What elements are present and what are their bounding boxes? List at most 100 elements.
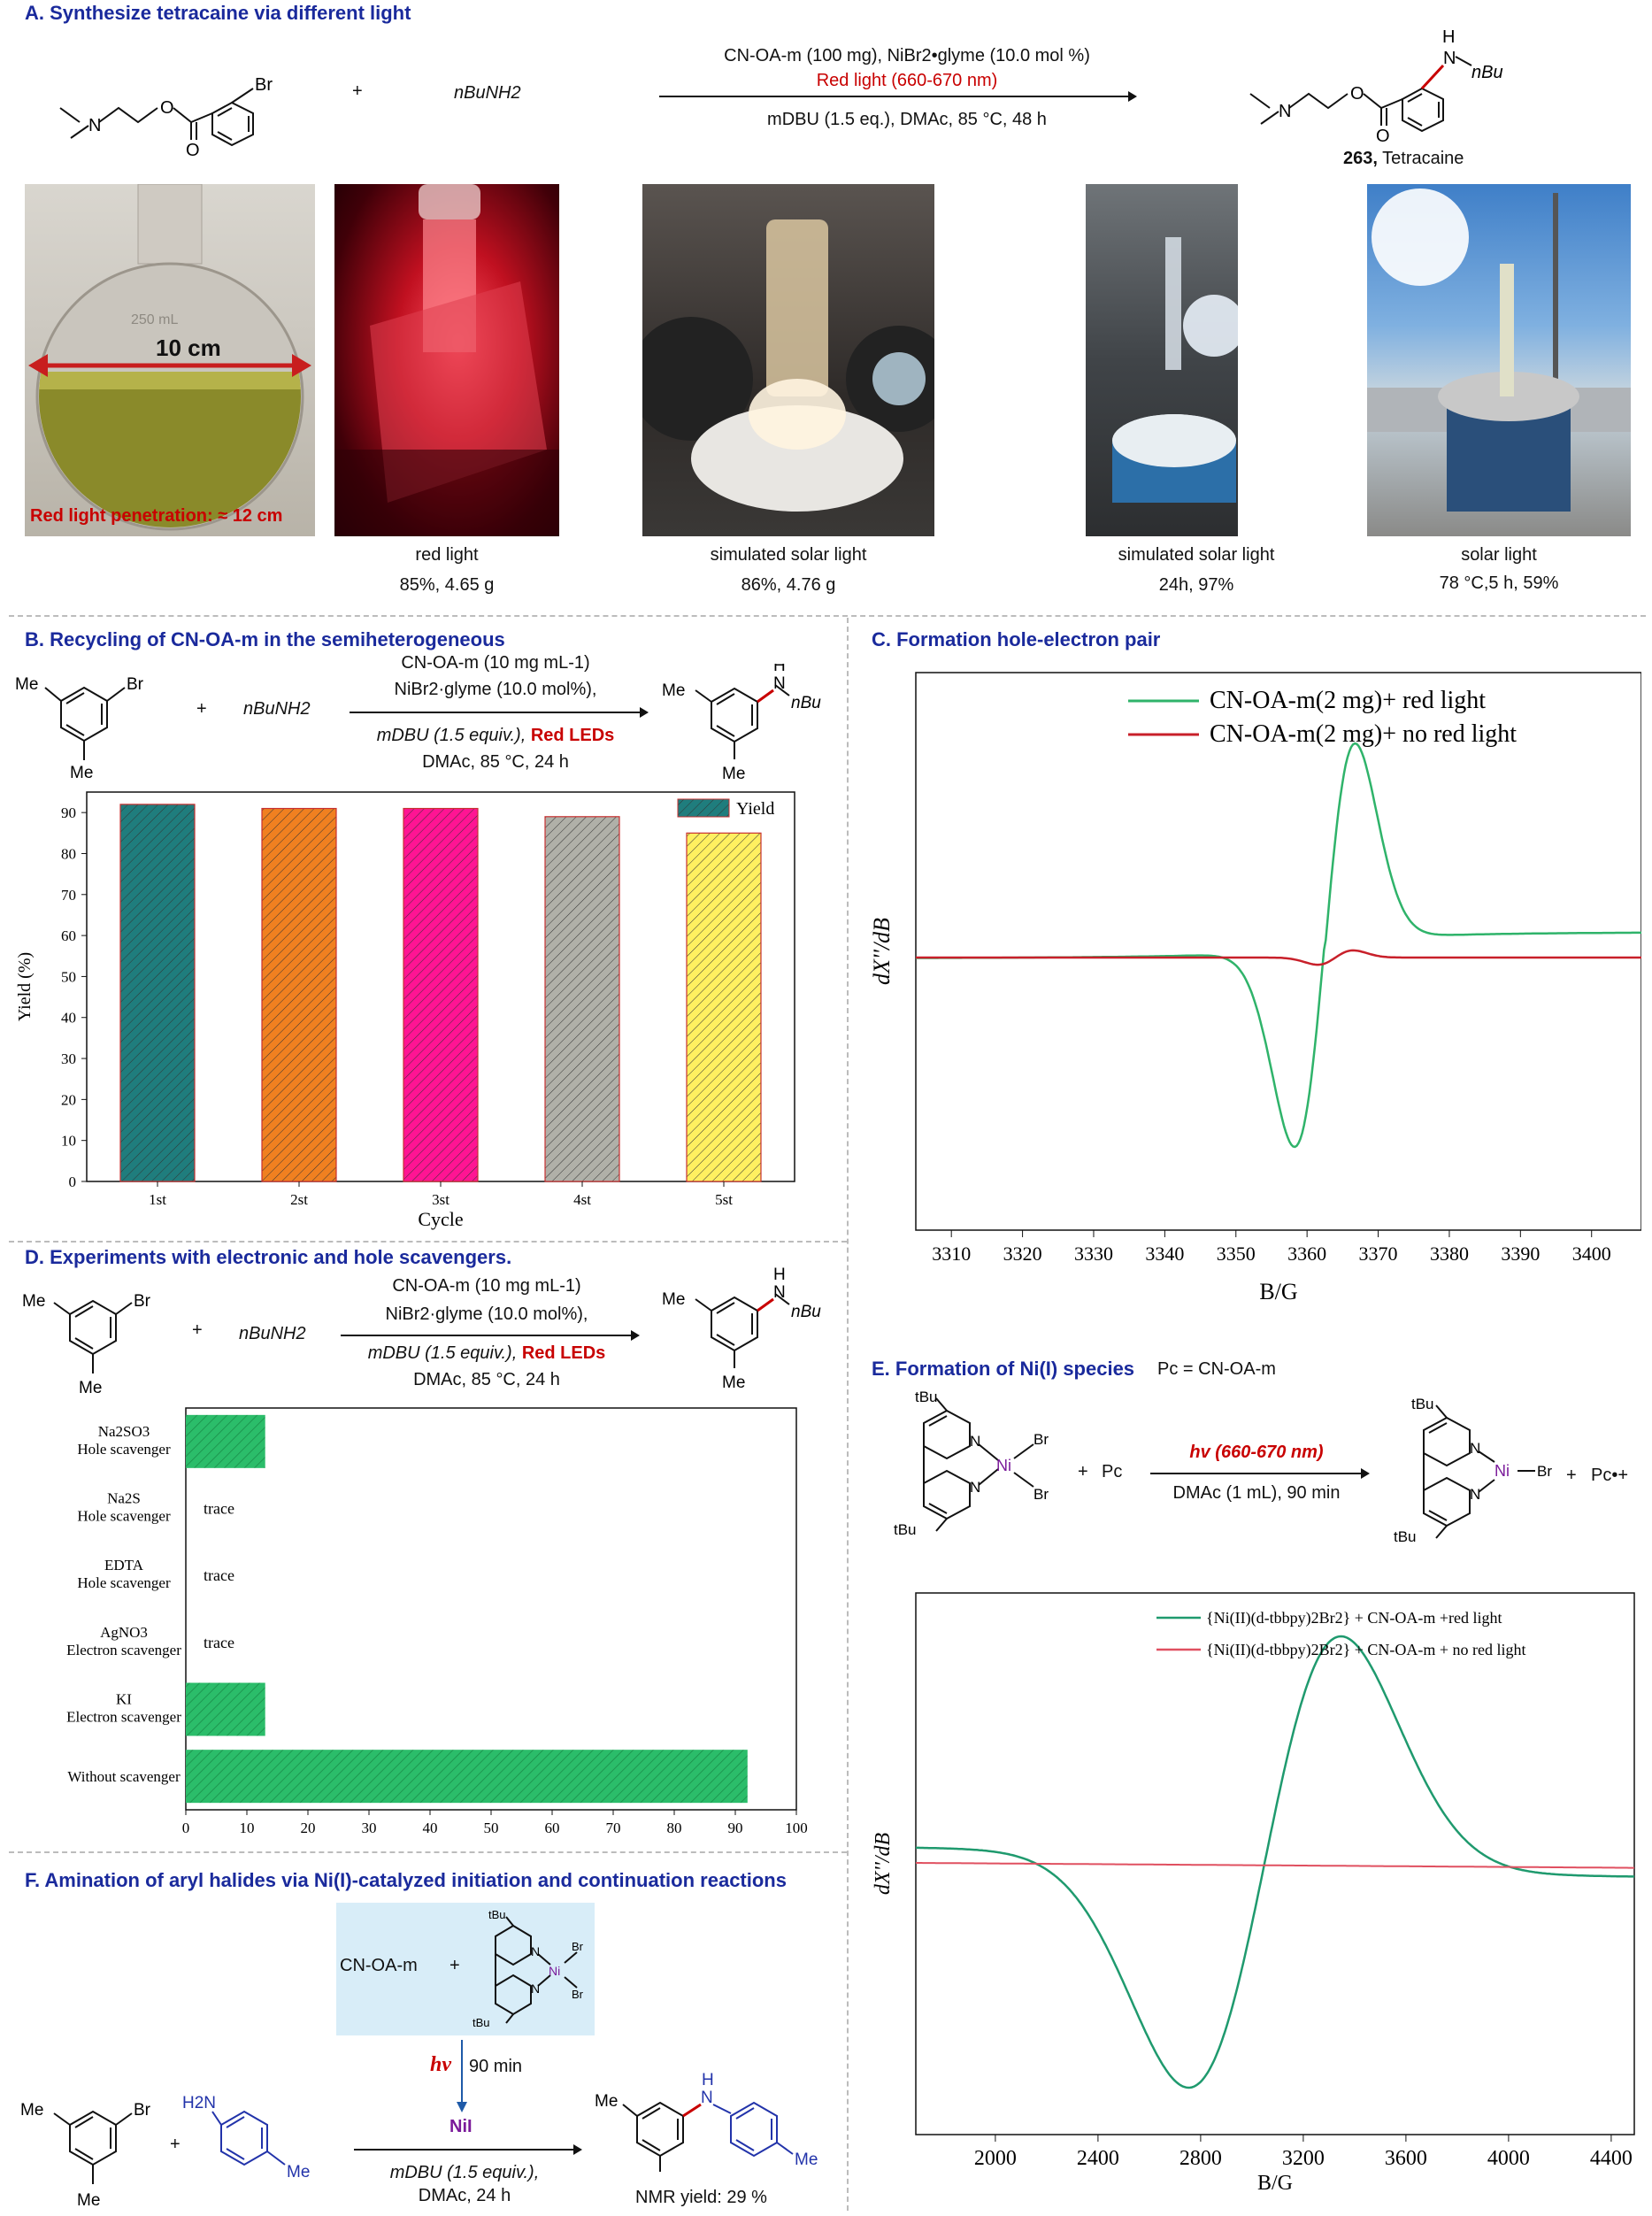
x-tick-label: 100 [785, 1820, 808, 1836]
tbu-label: tBu [1394, 1528, 1417, 1545]
divider [847, 618, 849, 2211]
atom-o: O [1350, 84, 1364, 104]
methyl-label: Me [20, 2101, 43, 2120]
epr-spectrum-hole-electron: 3310 3320 3330 3340 3350 3360 3370 3380 3390 3400… [869, 672, 1641, 1304]
tbu-label: tBu [915, 1389, 938, 1405]
pc-label: Pc [1102, 1462, 1123, 1481]
tbu-label: tBu [1411, 1397, 1434, 1412]
conditions-line-4: DMAc, 85 °C, 24 h [422, 752, 569, 772]
flask-volume-text: 250 mL [131, 312, 178, 327]
bromo-label: Br [134, 1292, 151, 1311]
photo-caption-3: simulated solar light [1118, 545, 1275, 565]
panel-c-header: C. Formation hole-electron pair [872, 628, 1161, 650]
bar [403, 807, 479, 1182]
y-tick-label: 70 [61, 887, 76, 904]
y-axis-label: dX''/dB [872, 1833, 895, 1896]
x-tick-label: 3310 [932, 1243, 971, 1265]
p-toluidine-structure: H2N Me [182, 2094, 310, 2181]
x-tick-label: 3320 [1003, 1243, 1042, 1265]
solar-light-photo [1367, 184, 1631, 536]
atom-o: O [1376, 127, 1390, 146]
category-label: EDTA [104, 1557, 144, 1574]
panel-b-header: B. Recycling of CN-OA-m in the semiheter… [25, 628, 505, 650]
panel-a-header: A. Synthesize tetracaine via different l… [25, 2, 411, 24]
conditions-top: CN-OA-m (100 mg), NiBr2•glyme (10.0 mol … [724, 46, 1090, 65]
bar-annotation: trace [204, 1500, 234, 1518]
reaction-arrow [354, 2144, 582, 2155]
reaction-arrow [1150, 1468, 1370, 1479]
reaction-arrow [350, 707, 649, 718]
br-label: Br [1033, 1431, 1049, 1448]
series-line-no-red-light [916, 949, 1641, 966]
legend-label: {Ni(II)(d-tbbpy)2Br2} + CN-OA-m +red lig… [1206, 1609, 1502, 1627]
y-axis-label: dX''/dB [869, 918, 895, 985]
conditions-red-light: Red light (660-670 nm) [816, 71, 998, 90]
hv-condition: hv (660-670 nm) [1189, 1443, 1324, 1462]
product-structure: Me N H nBu Me [662, 664, 821, 783]
methyl-label: Me [79, 1379, 102, 1397]
methyl-label: Me [70, 764, 93, 782]
x-tick-label: 2st [290, 1191, 308, 1208]
distance-label: 10 cm [156, 335, 221, 361]
bromoxylene-structure: Me Br Me [15, 675, 144, 782]
box-plus: + [449, 1956, 460, 1975]
y-tick-label: 90 [61, 804, 76, 821]
photo-result-2: 86%, 4.76 g [741, 575, 836, 595]
ni-label: Ni [996, 1457, 1011, 1474]
tbu-label: tBu [473, 2016, 490, 2029]
methyl-label: Me [595, 2092, 618, 2111]
methyl-label: Me [722, 1373, 745, 1392]
y-tick-label: 80 [61, 845, 76, 862]
series-line-red-light [916, 742, 1641, 1149]
bar [186, 1682, 265, 1736]
plot-frame [185, 1407, 797, 1811]
x-tick-label: 80 [667, 1820, 682, 1836]
plus-sign: + [196, 699, 207, 719]
category-label: KI [116, 1691, 132, 1708]
epr-spectrum-ni-i: 2000 2400 2800 3200 3600 4000 4400 B/G dX''/dB {N… [872, 1592, 1635, 2195]
x-tick-label: 2800 [1179, 2147, 1222, 2170]
x-tick-label: 50 [484, 1820, 499, 1836]
x-tick-label: 4000 [1487, 2147, 1530, 2170]
bar-annotation: trace [204, 1566, 234, 1584]
simulated-solar-photo-2 [1086, 184, 1238, 536]
h-label: H [702, 2071, 714, 2089]
red-light-photo [334, 184, 559, 536]
hv-time: 90 min [469, 2057, 523, 2076]
x-tick-label: 3350 [1217, 1243, 1256, 1265]
photocatalyst-box: CN-OA-m + tBu N N Ni Br Br tBu [336, 1903, 595, 2035]
methyl-label: Me [77, 2191, 100, 2210]
nbu-label: nBu [791, 694, 821, 712]
simulated-solar-photo-1 [642, 184, 934, 536]
product-name: Tetracaine [1382, 149, 1464, 168]
nmr-yield: NMR yield: 29 % [635, 2188, 767, 2207]
tbu-label: tBu [894, 1521, 917, 1538]
x-tick-label: 20 [301, 1820, 316, 1836]
tetracaine-structure: N O O N H nBu [1249, 27, 1503, 146]
x-tick-label: 3340 [1145, 1243, 1184, 1265]
x-tick-label: 2000 [974, 2147, 1017, 2170]
x-tick-label: 3370 [1359, 1243, 1398, 1265]
panel-e-header: E. Formation of Ni(I) species [872, 1358, 1135, 1380]
bar [186, 1750, 748, 1804]
bar [119, 804, 196, 1182]
n-label: N [970, 1433, 980, 1450]
photo-caption-1: red light [415, 545, 479, 565]
category-label: AgNO3 [100, 1624, 148, 1641]
ni-label: Ni [549, 1964, 560, 1978]
br-label: Br [1537, 1463, 1552, 1480]
atom-o: O [186, 141, 200, 159]
amine-reagent: nBuNH2 [239, 1324, 306, 1343]
ni-ii-complex-structure: tBu N N Ni Br Br tBu [894, 1389, 1049, 1538]
x-tick-label: 60 [545, 1820, 560, 1836]
category-sublabel: Hole scavenger [77, 1574, 171, 1591]
product-label: 263, Tetracaine [1343, 149, 1464, 169]
atom-n: N [1279, 102, 1291, 121]
x-tick-label: 3st [432, 1191, 449, 1208]
bar-annotation: trace [204, 1634, 234, 1651]
x-tick-label: 90 [728, 1820, 743, 1836]
ni-label: Ni [1494, 1462, 1510, 1480]
cn-oa-m-label: CN-OA-m [340, 1956, 418, 1975]
n-label: N [1470, 1440, 1480, 1457]
